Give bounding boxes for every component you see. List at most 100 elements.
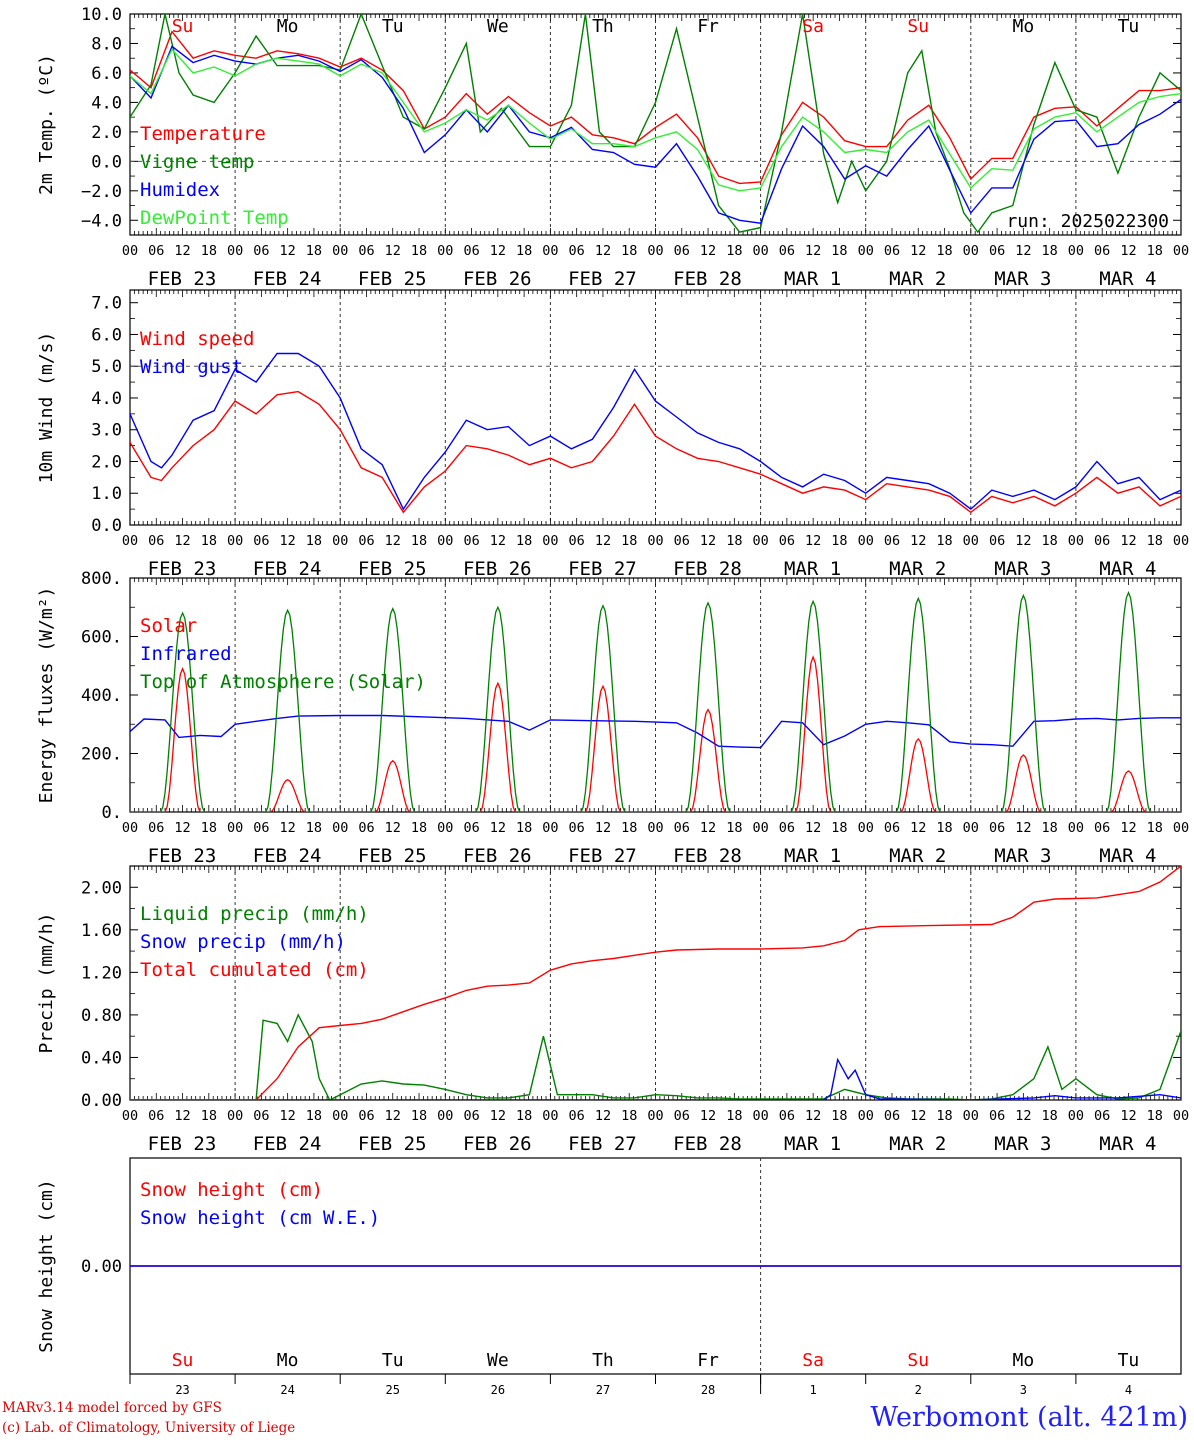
hour-tick-label: 00 <box>858 820 874 836</box>
date-label: FEB 25 <box>358 845 427 867</box>
date-label: FEB 27 <box>568 1133 637 1155</box>
hour-tick-label: 00 <box>752 533 768 549</box>
hour-tick-label: 12 <box>385 243 401 259</box>
day-number: 25 <box>386 1383 400 1397</box>
y-tick-label: 5.0 <box>91 357 122 377</box>
weekday-label: Su <box>172 16 194 37</box>
hour-tick-label: 18 <box>201 243 217 259</box>
hour-tick-label: 18 <box>516 820 532 836</box>
y-axis-label: Precip (mm/h) <box>36 913 57 1054</box>
weekday-label: Mo <box>1013 16 1035 37</box>
hour-tick-label: 00 <box>542 820 558 836</box>
hour-tick-label: 18 <box>1147 243 1163 259</box>
day-number: 24 <box>280 1383 294 1397</box>
weekday-label: Su <box>907 1350 929 1371</box>
hour-tick-label: 06 <box>674 243 690 259</box>
weekday-label: Su <box>172 1350 194 1371</box>
hour-tick-label: 00 <box>1068 1108 1084 1124</box>
hour-tick-label: 18 <box>411 243 427 259</box>
legend-entry: Liquid precip (mm/h) <box>140 903 369 925</box>
hour-tick-label: 12 <box>490 243 506 259</box>
date-label: FEB 26 <box>463 558 532 580</box>
legend-entry: Snow height (cm) <box>140 1179 323 1201</box>
weekday-label: Sa <box>802 16 824 37</box>
y-tick-label: 1.20 <box>81 963 122 983</box>
hour-tick-label: 06 <box>148 820 164 836</box>
hour-tick-label: 18 <box>726 243 742 259</box>
hour-tick-label: 06 <box>989 820 1005 836</box>
hour-tick-label: 06 <box>463 243 479 259</box>
hour-tick-label: 12 <box>174 1108 190 1124</box>
date-label: FEB 23 <box>148 558 217 580</box>
hour-tick-label: 18 <box>936 243 952 259</box>
hour-tick-label: 06 <box>253 533 269 549</box>
y-tick-label: 2.0 <box>91 452 122 472</box>
weekday-label: Sa <box>802 1350 824 1371</box>
hour-tick-label: 06 <box>674 1108 690 1124</box>
y-tick-label: 0.0 <box>91 516 122 536</box>
hour-tick-label: 00 <box>1173 533 1189 549</box>
day-number: 27 <box>596 1383 610 1397</box>
series-total-cumulated-cm- <box>130 866 1181 1100</box>
date-label: FEB 24 <box>253 1133 322 1155</box>
hour-tick-label: 12 <box>1120 533 1136 549</box>
hour-tick-label: 06 <box>779 1108 795 1124</box>
hour-tick-label: 00 <box>963 533 979 549</box>
series-dewpoint-temp <box>130 48 1181 192</box>
legend-entry: Top of Atmosphere (Solar) <box>140 671 426 693</box>
hour-tick-label: 12 <box>385 1108 401 1124</box>
weekday-label: Tu <box>1118 1350 1140 1371</box>
legend-entry: Snow precip (mm/h) <box>140 931 346 953</box>
y-tick-label: 1.0 <box>91 484 122 504</box>
hour-tick-label: 00 <box>858 533 874 549</box>
date-label: MAR 2 <box>889 845 946 867</box>
panel-snow: 0.00 Snow height (cm) Snow height (cm) Snow… <box>36 1157 1182 1429</box>
hour-tick-label: 18 <box>306 820 322 836</box>
y-tick-label: −4.0 <box>81 211 122 231</box>
hour-tick-label: 00 <box>1173 820 1189 836</box>
hour-tick-label: 06 <box>148 533 164 549</box>
model-credit: MARv3.14 model forced by GFS <box>2 1400 222 1416</box>
hour-tick-label: 12 <box>385 820 401 836</box>
hour-tick-label: 00 <box>437 533 453 549</box>
series-snow-precip-mm-h- <box>130 1057 1181 1100</box>
hour-tick-label: 12 <box>1015 533 1031 549</box>
weekday-label: Fr <box>697 16 719 37</box>
hour-tick-label: 00 <box>122 533 138 549</box>
hour-tick-label: 00 <box>647 533 663 549</box>
hour-tick-label: 00 <box>332 243 348 259</box>
date-label: FEB 28 <box>673 1133 742 1155</box>
date-label: MAR 1 <box>784 1133 841 1155</box>
hour-tick-label: 00 <box>963 1108 979 1124</box>
station-name: Werbomont (alt. 421m) <box>870 1402 1188 1433</box>
hour-tick-label: 12 <box>280 243 296 259</box>
hour-tick-label: 12 <box>910 1108 926 1124</box>
hour-tick-label: 12 <box>280 1108 296 1124</box>
hour-tick-label: 00 <box>963 243 979 259</box>
hour-tick-label: 12 <box>595 1108 611 1124</box>
hour-tick-label: 00 <box>858 243 874 259</box>
hour-tick-label: 12 <box>1015 243 1031 259</box>
hour-tick-label: 18 <box>1041 533 1057 549</box>
legend-entry: Temperature <box>140 123 266 145</box>
hour-tick-label: 06 <box>253 243 269 259</box>
hour-tick-label: 00 <box>227 1108 243 1124</box>
hour-tick-label: 06 <box>884 1108 900 1124</box>
hour-tick-label: 00 <box>122 1108 138 1124</box>
date-label: MAR 1 <box>784 558 841 580</box>
day-number: 1 <box>810 1383 817 1397</box>
hour-tick-label: 06 <box>569 533 585 549</box>
hour-tick-label: 12 <box>910 243 926 259</box>
series-group <box>130 352 1181 514</box>
hour-tick-label: 00 <box>752 1108 768 1124</box>
hour-tick-label: 06 <box>148 1108 164 1124</box>
date-label: MAR 3 <box>994 1133 1051 1155</box>
date-label: FEB 23 <box>148 845 217 867</box>
y-tick-label: −2.0 <box>81 182 122 202</box>
hour-tick-label: 18 <box>516 533 532 549</box>
hour-tick-label: 12 <box>805 1108 821 1124</box>
hour-tick-label: 12 <box>1120 243 1136 259</box>
hour-tick-label: 18 <box>936 820 952 836</box>
y-tick-label: 2.0 <box>91 123 122 143</box>
date-label: FEB 27 <box>568 845 637 867</box>
